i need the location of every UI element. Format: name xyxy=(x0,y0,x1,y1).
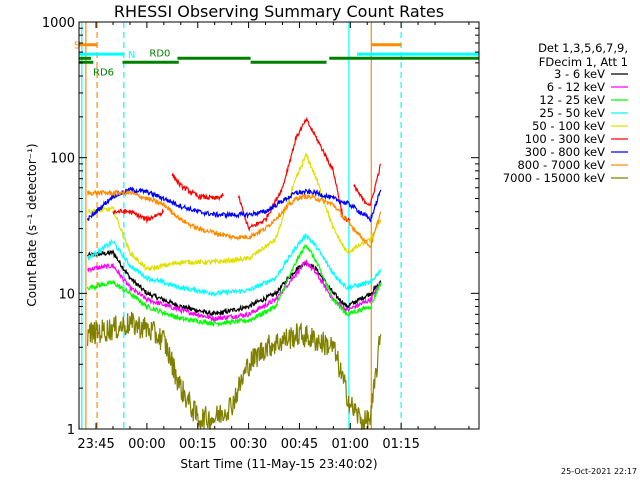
plot-frame xyxy=(78,21,480,430)
legend-label-1: 6 - 12 keV xyxy=(547,80,605,94)
timestamp: 25-Oct-2021 22:17 xyxy=(561,467,637,476)
series-line-3-0 xyxy=(87,233,382,298)
series-line-6-0 xyxy=(87,186,382,223)
series-line-0-0 xyxy=(87,249,382,318)
status-label-s: S xyxy=(74,41,80,52)
legend-label-0: 3 - 6 keV xyxy=(554,67,605,81)
legend-label-3: 25 - 50 keV xyxy=(539,106,605,120)
legend-header-line-2: FDecim 1, Att 1 xyxy=(539,55,628,69)
series-line-5-4 xyxy=(353,163,382,207)
legend: Det 1,3,5,6,7,9, FDecim 1, Att 1 3 - 6 k… xyxy=(503,41,628,185)
series-line-5-1 xyxy=(112,208,164,224)
legend-label-2: 12 - 25 keV xyxy=(539,93,605,107)
series-line-2-0 xyxy=(87,244,382,328)
x-axis-ticks: 23:45 00:00 00:15 00:30 00:45 01:00 01:15 xyxy=(77,22,470,452)
status-label-rd6: RD6 xyxy=(93,67,114,78)
attenuator-bars: S N RD0 RD6 xyxy=(74,41,479,78)
legend-label-5: 100 - 300 keV xyxy=(525,132,605,146)
y-tick-label-0: 1 xyxy=(67,423,75,438)
series-line-4-0 xyxy=(87,151,382,272)
x-tick-label-6: 01:15 xyxy=(382,437,419,452)
series-line-7-0 xyxy=(87,188,382,249)
x-tick-label-2: 00:15 xyxy=(179,437,216,452)
x-tick-label-3: 00:30 xyxy=(230,437,267,452)
legend-header-line-1: Det 1,3,5,6,7,9, xyxy=(538,41,628,55)
x-tick-label-0: 23:45 xyxy=(77,437,114,452)
series-line-5-2 xyxy=(171,173,224,202)
x-tick-label-1: 00:00 xyxy=(128,437,165,452)
series-line-5-3 xyxy=(237,116,351,232)
legend-label-8: 7000 - 15000 keV xyxy=(503,171,605,185)
x-tick-label-4: 00:45 xyxy=(281,437,318,452)
legend-label-6: 300 - 800 keV xyxy=(525,145,605,159)
y-tick-label-3: 1000 xyxy=(42,16,75,31)
y-axis-label: Count Rate (s⁻¹ detector⁻¹) xyxy=(25,143,39,306)
legend-label-7: 800 - 7000 keV xyxy=(517,158,605,172)
legend-label-4: 50 - 100 keV xyxy=(532,119,605,133)
x-axis-label: Start Time (11-May-15 23:40:02) xyxy=(180,457,377,471)
y-tick-label-2: 100 xyxy=(50,152,75,167)
x-tick-label-5: 01:00 xyxy=(332,437,369,452)
y-axis-ticks: 1 10 100 1000 xyxy=(42,16,479,438)
status-label-rd0: RD0 xyxy=(149,48,170,59)
vertical-markers xyxy=(81,22,402,429)
chart-title: RHESSI Observing Summary Count Rates xyxy=(114,2,444,21)
y-tick-label-1: 10 xyxy=(58,287,75,302)
series-lines xyxy=(87,116,382,431)
series-line-8-0 xyxy=(87,311,382,431)
status-label-n: N xyxy=(128,50,135,61)
